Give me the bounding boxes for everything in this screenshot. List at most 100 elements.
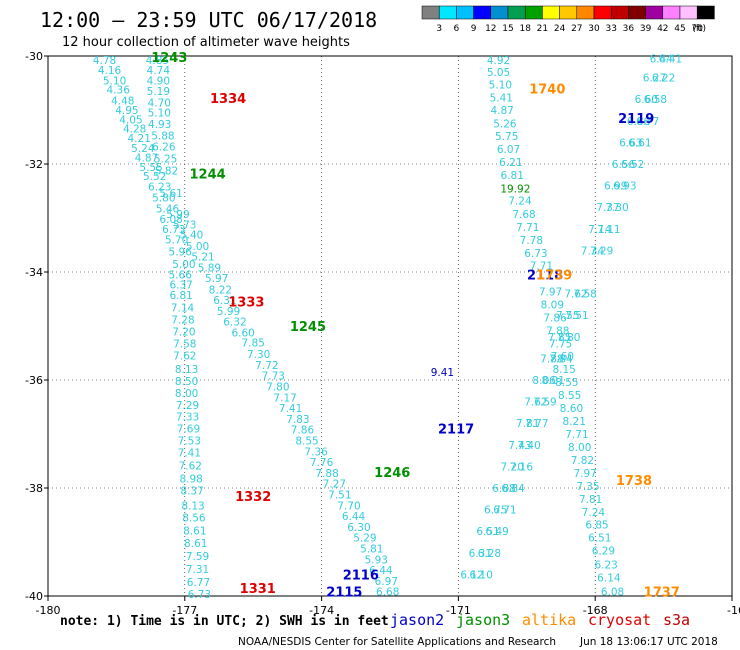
swh-value: 7.27	[323, 479, 346, 491]
swh-value: 7.30	[247, 349, 270, 361]
swh-value: 5.24	[131, 143, 155, 155]
colorbar-label: 9	[471, 24, 477, 34]
swh-value: 4.05	[119, 115, 142, 127]
swh-value: 6.93	[613, 181, 636, 193]
swh-value: 8.55	[555, 377, 578, 389]
swh-value: 7.51	[565, 310, 588, 322]
colorbar-swatch	[696, 5, 715, 20]
swh-value: 6.08	[601, 587, 624, 599]
swh-value: 5.29	[353, 533, 376, 545]
swh-value: 7.53	[178, 435, 201, 447]
swh-value: 7.14	[588, 224, 612, 236]
swh-value: 8.55	[295, 435, 318, 447]
swh-value: 6.58	[644, 94, 667, 106]
swh-value: 6.14	[597, 573, 621, 585]
swh-value: 4.21	[128, 133, 151, 145]
x-tick-label: -180	[36, 604, 61, 617]
colorbar-label: 6	[454, 24, 460, 34]
swh-value: 8.09	[541, 299, 564, 311]
track-5: 6.44 6.27 6.60 6.86 6.63 6.56 6.99 7.37 7.14 7.34…	[460, 54, 673, 582]
y-tick-label: -36	[25, 374, 43, 387]
swh-value: 5.40	[180, 230, 203, 242]
swh-value: 7.41	[279, 403, 302, 415]
swh-value: 7.88	[315, 468, 338, 480]
swh-value: 6.21	[499, 157, 522, 169]
swh-value: 7.76	[310, 457, 334, 469]
swh-value: 5.96	[169, 246, 193, 258]
swh-value: 7.85	[242, 338, 265, 350]
swh-value: 4.48	[111, 95, 134, 107]
swh-value: 4.16	[98, 65, 122, 77]
swh-value: 6.86	[627, 116, 651, 128]
swh-value: 8.55	[558, 390, 581, 402]
swh-value: 6.81	[169, 290, 192, 302]
swh-value: 4.78	[93, 55, 116, 67]
swh-value: 7.34	[581, 245, 605, 257]
pass-time-label: 2117	[438, 423, 474, 438]
swh-value: 5.81	[360, 543, 383, 555]
y-tick-label: -38	[25, 482, 43, 495]
colorbar-swatch	[456, 5, 474, 20]
generated-timestamp: Jun 18 13:06:17 UTC 2018	[579, 636, 718, 648]
colorbar-label: 24	[554, 24, 566, 34]
swh-value: 6.71	[493, 505, 516, 517]
swh-value: 7.17	[273, 392, 296, 404]
colorbar-label: 33	[605, 24, 616, 34]
legend-altika: altika	[522, 611, 576, 629]
swh-value: 7.84	[549, 353, 573, 365]
swh-value: 6.29	[592, 546, 615, 558]
swh-value: 4.70	[148, 97, 171, 109]
swh-value: 7.88	[540, 353, 563, 365]
swh-value: 7.29	[590, 245, 613, 257]
colorbar-swatch	[473, 5, 492, 20]
swh-value: 6.63	[619, 137, 642, 149]
swh-value: 6.28	[478, 548, 501, 560]
swh-value: 6.68	[376, 587, 399, 599]
swh-value: 6.61	[628, 137, 651, 149]
swh-value: 8.50	[175, 376, 198, 388]
swh-value: 5.00	[172, 259, 195, 271]
swh-value: 7.75	[549, 338, 572, 350]
swh-value: 7.97	[573, 468, 596, 480]
pass-time-label: 1740	[529, 82, 565, 97]
swh-value: 4.87	[135, 153, 158, 165]
swh-value: 7.11	[597, 224, 620, 236]
pass-time-label: 1332	[235, 490, 271, 505]
swh-value: 8.61	[183, 526, 206, 538]
x-tick-label: -168	[583, 604, 608, 617]
satellite-legend: jason2 jason3 altika cryosat s3a	[390, 611, 690, 629]
swh-value: 5.89	[198, 263, 221, 275]
swh-value: 8.98	[179, 473, 202, 485]
swh-value: 7.37	[596, 202, 619, 214]
swh-value: 4.36	[107, 84, 131, 96]
swh-value: 7.73	[262, 371, 285, 383]
swh-value: 6.37	[169, 279, 192, 291]
swh-value: 6.07	[497, 144, 520, 156]
swh-value: 4.28	[123, 123, 146, 135]
legend-jason3: jason3	[456, 611, 510, 629]
swh-value: 6.73	[188, 589, 211, 601]
pass-time-label: 1334	[210, 92, 246, 107]
pass-time-label: 1244	[190, 168, 226, 183]
swh-value: 7.60	[551, 351, 574, 363]
colorbar-swatch	[679, 5, 698, 20]
swh-value: 7.20	[501, 461, 524, 473]
x-tick-label: -174	[309, 604, 334, 617]
swh-value: 5.25	[154, 154, 177, 166]
credit-text: NOAA/NESDIS Center for Satellite Applica…	[238, 636, 556, 648]
swh-value: 7.51	[328, 489, 351, 501]
swh-value: 6.77	[187, 577, 210, 589]
swh-value: 4.95	[115, 105, 138, 117]
swh-value: 8.00	[568, 442, 591, 454]
chart-title: 12:00 — 23:59 UTC 06/17/2018	[40, 8, 377, 32]
swh-value: 7.71	[516, 222, 539, 234]
colorbar-swatch	[507, 5, 526, 20]
swh-value: 7.80	[266, 381, 289, 393]
swh-value: 6.77	[636, 116, 659, 128]
pass-time-label: 2115	[326, 586, 362, 601]
swh-value: 7.71	[565, 429, 588, 441]
swh-value: 6.41	[659, 54, 682, 66]
pass-time-label: 1333	[228, 296, 264, 311]
swh-value: 6.56	[612, 159, 636, 171]
